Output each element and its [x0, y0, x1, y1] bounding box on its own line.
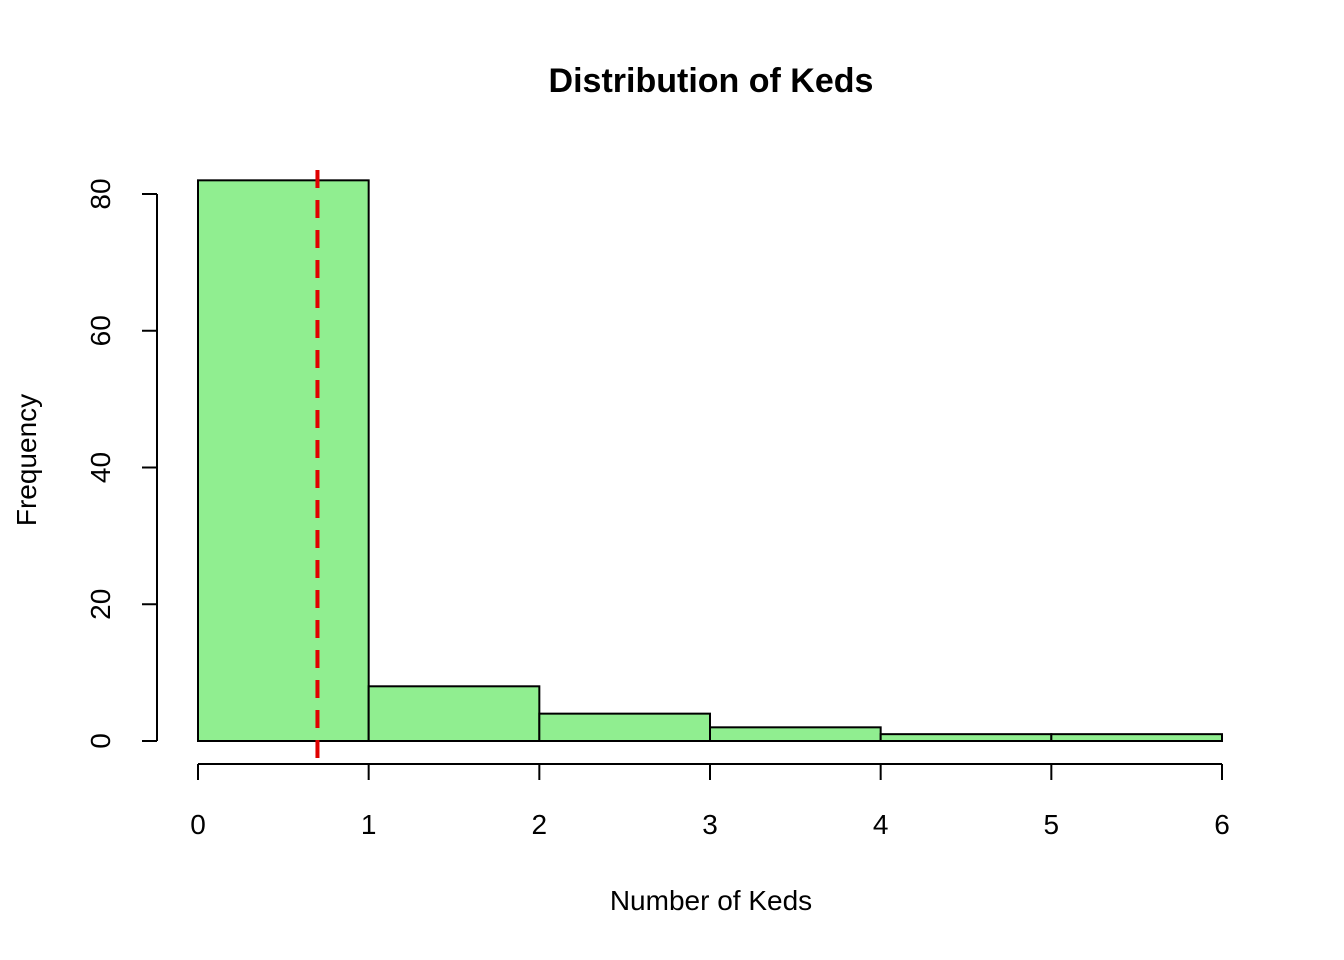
y-tick-label-0: 0 [85, 733, 116, 749]
x-tick-label-3: 3 [702, 809, 718, 840]
x-axis-label: Number of Keds [610, 885, 812, 916]
histogram-bar-3 [709, 726, 882, 743]
histogram-bar-5 [1050, 733, 1224, 742]
y-tick-label-2: 40 [85, 452, 116, 483]
x-tick-label-5: 5 [1044, 809, 1060, 840]
x-tick-label-0: 0 [190, 809, 206, 840]
x-tick-label-1: 1 [361, 809, 377, 840]
x-axis: 0 1 2 3 4 5 6 [190, 763, 1230, 840]
histogram-bar-0 [197, 179, 370, 742]
y-axis: 0 20 40 60 80 [85, 178, 158, 749]
x-tick-label-4: 4 [873, 809, 889, 840]
x-tick-label-2: 2 [532, 809, 548, 840]
histogram-bar-1 [367, 685, 541, 742]
y-tick-label-3: 60 [85, 315, 116, 346]
bars-layer [197, 179, 1224, 743]
y-axis-label: Frequency [11, 394, 42, 526]
y-tick-label-1: 20 [85, 589, 116, 620]
y-tick-label-4: 80 [85, 178, 116, 209]
histogram-bar-2 [538, 712, 711, 743]
x-tick-label-6: 6 [1214, 809, 1230, 840]
histogram-bar-4 [879, 733, 1053, 742]
chart-title: Distribution of Keds [549, 62, 874, 100]
